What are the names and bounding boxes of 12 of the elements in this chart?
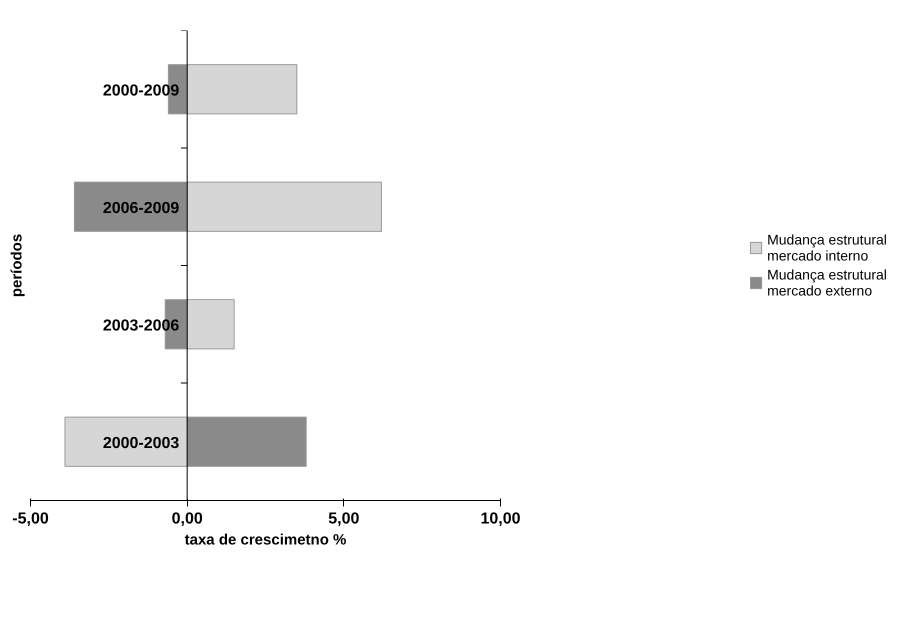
x-tick-label: -5,00	[12, 510, 49, 528]
x-tick-label: 5,00	[328, 510, 360, 528]
y-tick-label: 2006-2009	[102, 200, 180, 217]
legend-label: Mudança estrutural mercado interno	[767, 232, 887, 264]
y-tick-label: 2000-2009	[102, 82, 180, 100]
x-tick-label: 10,00	[480, 510, 521, 528]
x-tick-label: 0,00	[172, 510, 203, 528]
y-tick-label: 2000-2003	[102, 434, 180, 452]
y-axis-title: períodos	[8, 234, 26, 298]
y-tick-label: 2003-2006	[102, 317, 180, 334]
x-axis-title: taxa de crescimetno %	[184, 532, 346, 548]
legend-label: Mudança estrutural mercado externo	[767, 266, 887, 298]
